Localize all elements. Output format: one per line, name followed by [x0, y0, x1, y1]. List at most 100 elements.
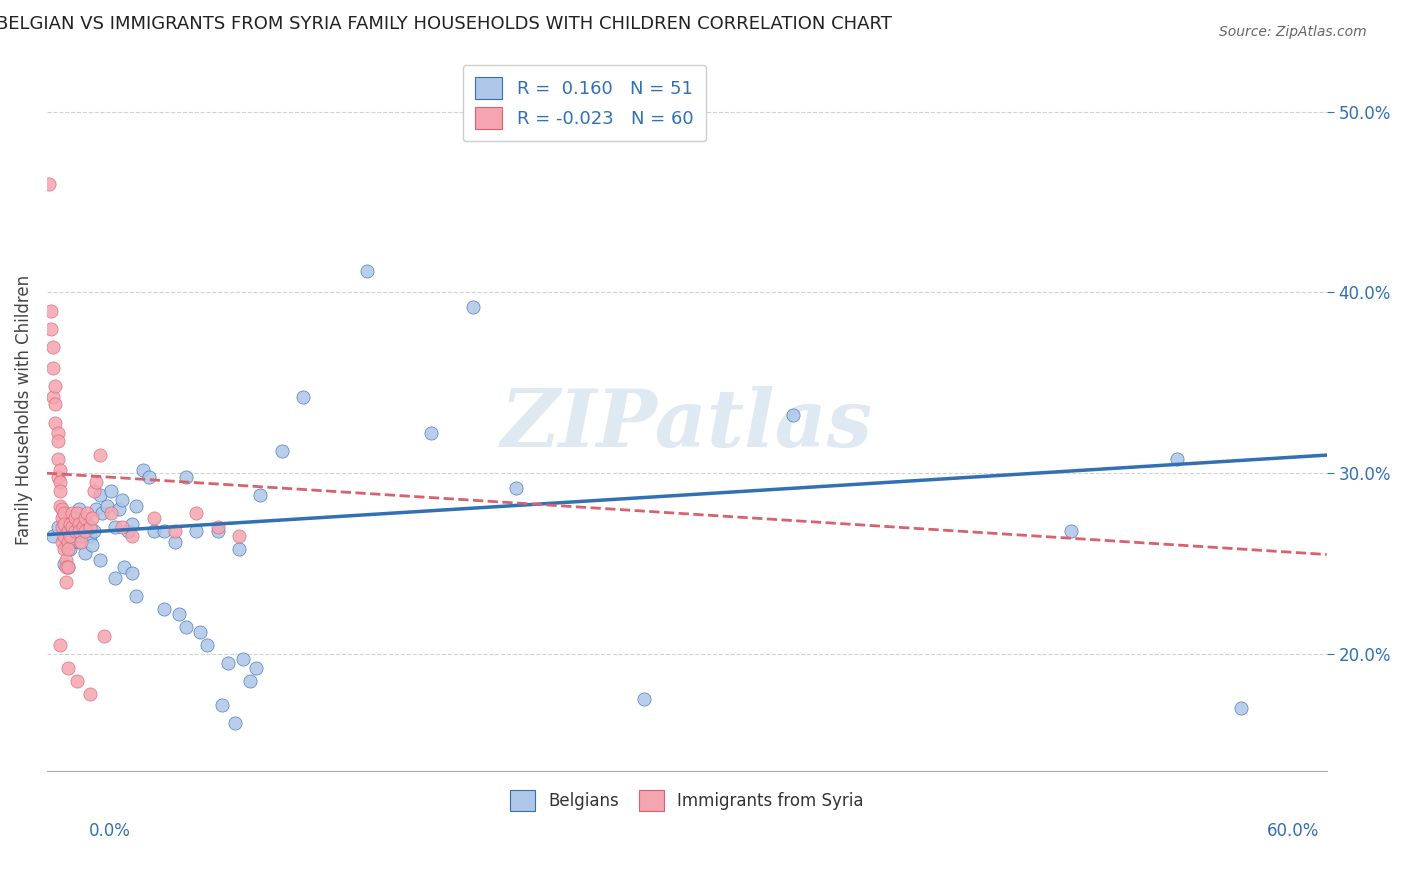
Point	[62, 534, 84, 549]
Point	[79, 520, 101, 534]
Point	[108, 502, 131, 516]
Point	[84, 502, 107, 516]
Point	[70, 529, 93, 543]
Point	[249, 488, 271, 502]
Point	[58, 520, 80, 534]
Point	[44, 416, 66, 430]
Point	[51, 511, 73, 525]
Point	[55, 539, 77, 553]
Point	[121, 529, 143, 543]
Point	[186, 506, 208, 520]
Point	[72, 516, 94, 531]
Point	[83, 524, 105, 538]
Point	[138, 470, 160, 484]
Point	[67, 534, 90, 549]
Point	[419, 426, 441, 441]
Point	[63, 524, 86, 538]
Point	[142, 511, 165, 525]
Point	[66, 506, 89, 520]
Point	[217, 656, 239, 670]
Point	[48, 475, 70, 490]
Point	[167, 607, 190, 621]
Point	[46, 426, 69, 441]
Point	[48, 462, 70, 476]
Point	[291, 390, 314, 404]
Point	[1060, 524, 1083, 538]
Point	[63, 511, 86, 525]
Point	[58, 560, 80, 574]
Text: 60.0%: 60.0%	[1267, 822, 1319, 840]
Point	[83, 484, 105, 499]
Point	[63, 511, 86, 525]
Text: BELGIAN VS IMMIGRANTS FROM SYRIA FAMILY HOUSEHOLDS WITH CHILDREN CORRELATION CHA: BELGIAN VS IMMIGRANTS FROM SYRIA FAMILY …	[0, 15, 891, 33]
Point	[44, 397, 66, 411]
Point	[76, 506, 98, 520]
Point	[51, 534, 73, 549]
Text: 0.0%: 0.0%	[89, 822, 131, 840]
Point	[48, 484, 70, 499]
Point	[1166, 451, 1188, 466]
Point	[463, 300, 485, 314]
Point	[51, 520, 73, 534]
Point	[228, 529, 250, 543]
Point	[59, 542, 82, 557]
Point	[163, 524, 186, 538]
Point	[42, 361, 65, 376]
Point	[67, 524, 90, 538]
Point	[51, 502, 73, 516]
Point	[207, 524, 229, 538]
Point	[125, 499, 148, 513]
Point	[104, 520, 127, 534]
Point	[67, 516, 90, 531]
Point	[104, 571, 127, 585]
Point	[633, 692, 655, 706]
Y-axis label: Family Households with Children: Family Households with Children	[15, 275, 32, 545]
Text: ZIPatlas: ZIPatlas	[501, 385, 873, 463]
Point	[125, 589, 148, 603]
Point	[80, 511, 103, 525]
Point	[93, 629, 115, 643]
Point	[190, 625, 212, 640]
Point	[121, 516, 143, 531]
Point	[58, 524, 80, 538]
Point	[142, 524, 165, 538]
Legend: Belgians, Immigrants from Syria: Belgians, Immigrants from Syria	[503, 783, 870, 817]
Point	[72, 520, 94, 534]
Point	[55, 560, 77, 574]
Point	[58, 560, 80, 574]
Point	[100, 506, 122, 520]
Point	[66, 524, 89, 538]
Point	[59, 529, 82, 543]
Text: Source: ZipAtlas.com: Source: ZipAtlas.com	[1219, 25, 1367, 39]
Point	[505, 481, 527, 495]
Point	[75, 546, 97, 560]
Point	[42, 529, 65, 543]
Point	[66, 673, 89, 688]
Point	[186, 524, 208, 538]
Point	[44, 379, 66, 393]
Point	[163, 534, 186, 549]
Point	[46, 434, 69, 448]
Point	[207, 520, 229, 534]
Point	[174, 620, 197, 634]
Point	[91, 506, 114, 520]
Point	[52, 516, 75, 531]
Point	[62, 520, 84, 534]
Point	[48, 499, 70, 513]
Point	[75, 511, 97, 525]
Point	[89, 553, 111, 567]
Point	[39, 303, 62, 318]
Point	[70, 534, 93, 549]
Point	[59, 516, 82, 531]
Point	[110, 493, 132, 508]
Point	[195, 638, 218, 652]
Point	[80, 539, 103, 553]
Point	[42, 340, 65, 354]
Point	[270, 444, 292, 458]
Point	[117, 524, 139, 538]
Point	[782, 409, 804, 423]
Point	[39, 321, 62, 335]
Point	[211, 698, 233, 712]
Point	[52, 557, 75, 571]
Point	[76, 524, 98, 538]
